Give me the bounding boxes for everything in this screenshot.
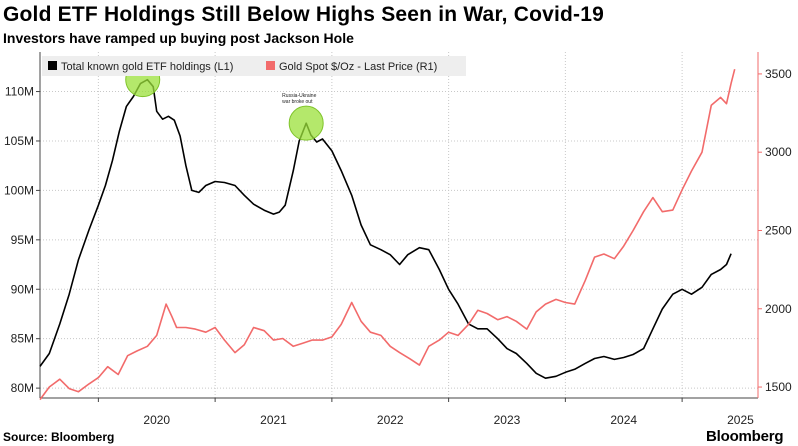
etf-holdings-line bbox=[39, 78, 732, 379]
y-right-tick-label: 2500 bbox=[765, 223, 792, 237]
y-left-tick-label: 80M bbox=[11, 381, 34, 395]
legend-swatch-holdings bbox=[48, 61, 57, 70]
gold-price-line bbox=[39, 69, 736, 401]
y-left-tick-label: 95M bbox=[11, 233, 34, 247]
y-left-tick-label: 110M bbox=[5, 85, 34, 99]
y-left-tick-label: 100M bbox=[4, 183, 34, 197]
y-right-tick-label: 3000 bbox=[765, 145, 792, 159]
x-tick-label: 2024 bbox=[610, 413, 637, 427]
x-tick-label: 2023 bbox=[494, 413, 521, 427]
y-right-tick-label: 2000 bbox=[765, 302, 792, 316]
x-tick-label: 2021 bbox=[260, 413, 287, 427]
x-tick-label: 2025 bbox=[727, 413, 754, 427]
legend-swatch-gold bbox=[266, 61, 275, 70]
y-left-tick-label: 85M bbox=[11, 332, 34, 346]
annotation-label: war broke out bbox=[282, 99, 313, 105]
legend-label-gold: Gold Spot $/Oz - Last Price (R1) bbox=[279, 61, 437, 73]
legend-label-holdings: Total known gold ETF holdings (L1) bbox=[61, 61, 233, 73]
y-right-tick-label: 3500 bbox=[765, 67, 792, 81]
y-right-tick-label: 1500 bbox=[765, 380, 792, 394]
annotation-label: Russia-Ukraine bbox=[282, 93, 316, 99]
highlight-circle bbox=[288, 105, 324, 141]
chart-title: Gold ETF Holdings Still Below Highs Seen… bbox=[3, 3, 605, 26]
source-note: Source: Bloomberg bbox=[3, 430, 115, 444]
x-tick-label: 2022 bbox=[377, 413, 404, 427]
legend-box bbox=[42, 56, 466, 76]
bloomberg-logo: Bloomberg bbox=[706, 428, 784, 445]
x-tick-label: 2020 bbox=[143, 413, 170, 427]
chart-subtitle: Investors have ramped up buying post Jac… bbox=[3, 30, 354, 46]
y-left-tick-label: 105M bbox=[4, 134, 34, 148]
y-left-tick-label: 90M bbox=[11, 282, 34, 296]
